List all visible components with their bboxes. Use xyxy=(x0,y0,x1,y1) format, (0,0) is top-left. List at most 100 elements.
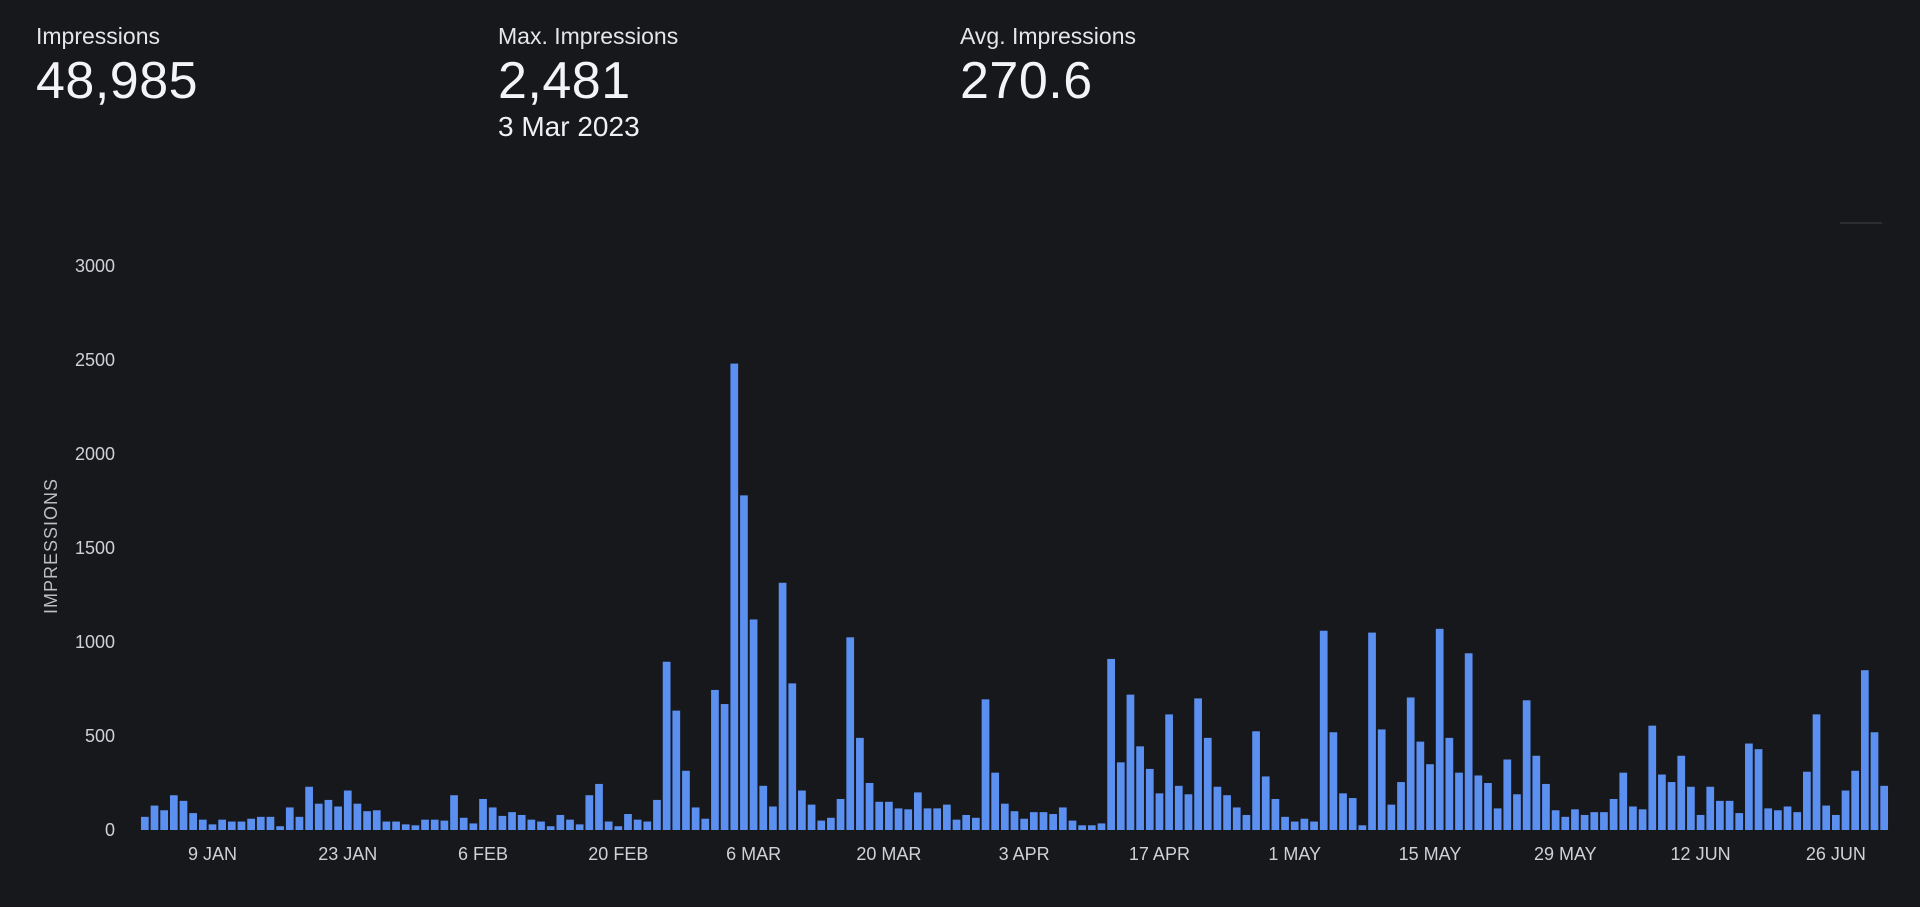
bar xyxy=(1039,812,1048,830)
stat-value: 270.6 xyxy=(960,52,1093,110)
bar xyxy=(1000,803,1009,830)
bar xyxy=(1638,809,1647,830)
bar xyxy=(1397,782,1405,830)
bar xyxy=(1551,810,1560,830)
bar xyxy=(1870,732,1879,830)
x-ticks: 9 JAN 23 JAN 6 FEB 20 FEB 6 MAR 20 MAR 3 APR 17… xyxy=(188,844,1866,864)
bar xyxy=(1841,790,1850,830)
bar xyxy=(904,809,913,830)
bar xyxy=(1455,772,1463,830)
bar xyxy=(1232,807,1241,830)
bar xyxy=(1300,818,1309,830)
bar xyxy=(971,817,980,830)
bar xyxy=(508,812,516,830)
bar xyxy=(1619,772,1628,830)
bar xyxy=(1126,694,1135,830)
bar xyxy=(1706,786,1715,830)
bar xyxy=(933,808,942,830)
bar xyxy=(160,810,169,830)
bar xyxy=(1812,714,1821,830)
bar xyxy=(624,814,632,830)
bar xyxy=(585,795,594,830)
bar xyxy=(730,363,739,830)
bar xyxy=(1223,795,1231,830)
x-tick-label: 29 MAY xyxy=(1534,844,1597,864)
x-tick-label: 15 MAY xyxy=(1399,844,1462,864)
bar xyxy=(1029,812,1038,830)
bar xyxy=(1822,805,1831,830)
bar xyxy=(875,801,884,830)
bar xyxy=(1435,628,1444,830)
bar xyxy=(1783,806,1792,830)
bar xyxy=(614,826,623,830)
bar xyxy=(1445,737,1454,830)
bar xyxy=(1774,810,1782,830)
bar xyxy=(1116,762,1125,830)
bar xyxy=(682,770,690,830)
bar xyxy=(1503,759,1512,830)
bar xyxy=(372,810,381,830)
bar xyxy=(769,806,777,830)
bar xyxy=(150,805,159,830)
bar xyxy=(1851,770,1860,830)
bar xyxy=(1426,764,1434,830)
x-tick-label: 6 FEB xyxy=(458,844,508,864)
bar xyxy=(1658,774,1666,830)
bar xyxy=(1793,812,1802,830)
bar xyxy=(1010,811,1019,830)
bar xyxy=(836,798,845,830)
bar xyxy=(1725,800,1734,830)
bar xyxy=(421,819,429,830)
bar xyxy=(1107,658,1115,830)
bar xyxy=(914,792,922,830)
bar xyxy=(1542,783,1550,830)
stat-value: 2,481 xyxy=(498,52,631,110)
bar xyxy=(537,821,545,830)
bar xyxy=(653,799,661,830)
bar xyxy=(1687,786,1695,830)
bar xyxy=(179,800,188,830)
bar xyxy=(227,821,236,830)
bar xyxy=(1716,800,1724,830)
bar xyxy=(778,582,787,830)
bar xyxy=(942,804,951,830)
bar xyxy=(1464,653,1473,830)
y-tick-label: 3000 xyxy=(75,256,115,276)
y-tick-label: 500 xyxy=(85,726,115,746)
x-tick-label: 17 APR xyxy=(1129,844,1190,864)
bar xyxy=(1609,798,1618,830)
bar xyxy=(1261,776,1270,830)
x-tick-label: 20 MAR xyxy=(856,844,921,864)
bar xyxy=(1860,670,1869,830)
bar xyxy=(1145,768,1154,830)
bar xyxy=(334,806,342,830)
x-tick-label: 6 MAR xyxy=(726,844,781,864)
bar xyxy=(1532,755,1541,830)
bar xyxy=(1319,630,1328,830)
bar xyxy=(401,824,410,830)
stat-label: Avg. Impressions xyxy=(960,23,1136,49)
x-tick-label: 12 JUN xyxy=(1671,844,1731,864)
bar xyxy=(1764,808,1773,830)
bar xyxy=(450,795,458,830)
bar xyxy=(1484,783,1492,830)
bar xyxy=(1474,775,1483,830)
bar xyxy=(1803,771,1811,830)
bar xyxy=(1561,816,1570,830)
bar xyxy=(237,821,246,830)
x-tick-label: 23 JAN xyxy=(318,844,377,864)
x-tick-label: 9 JAN xyxy=(188,844,237,864)
bar xyxy=(1087,825,1096,830)
bar xyxy=(1194,698,1202,830)
bar xyxy=(1880,785,1889,830)
bar xyxy=(595,783,603,830)
stat-impressions: Impressions 48,985 xyxy=(36,22,198,112)
bar xyxy=(266,816,275,830)
bar xyxy=(894,808,903,830)
bar xyxy=(1329,732,1338,830)
bar xyxy=(1174,785,1183,830)
bar xyxy=(1648,725,1657,830)
bar xyxy=(633,819,642,830)
bar xyxy=(1310,821,1318,830)
